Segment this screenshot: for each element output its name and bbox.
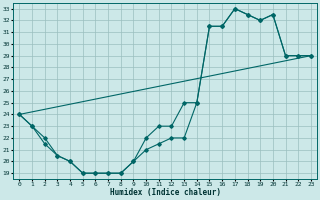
X-axis label: Humidex (Indice chaleur): Humidex (Indice chaleur) — [110, 188, 220, 197]
